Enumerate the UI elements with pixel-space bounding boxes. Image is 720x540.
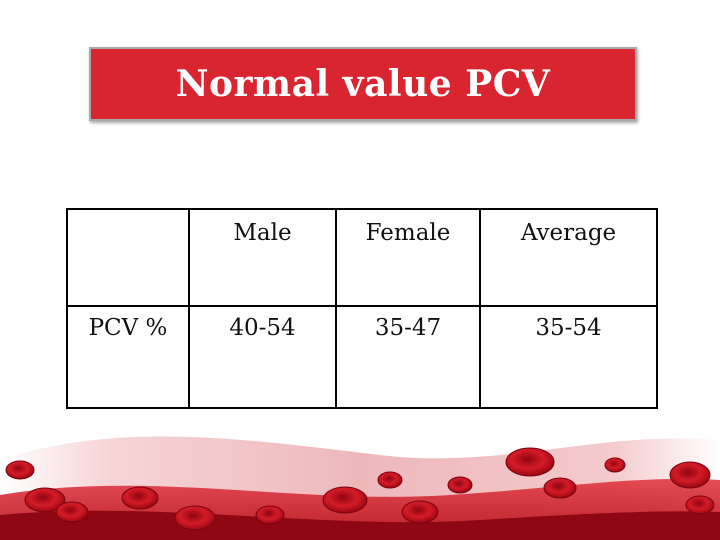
table-row-label: PCV %	[66, 305, 190, 409]
table-header-cell-male: Male	[188, 208, 337, 307]
slide-title: Normal value PCV	[175, 63, 551, 105]
blood-cells-decoration	[0, 436, 720, 540]
table-header-row: Male Female Average	[66, 208, 658, 307]
table-cell-female: 35-47	[335, 305, 481, 409]
table-cell-male: 40-54	[188, 305, 337, 409]
blood-cell-group	[5, 447, 715, 531]
table-header-cell-empty	[66, 208, 190, 307]
title-banner: Normal value PCV	[89, 47, 637, 121]
table-row: PCV % 40-54 35-47 35-54	[66, 305, 658, 409]
pcv-table: Male Female Average PCV % 40-54 35-47 35…	[66, 208, 658, 409]
table-cell-average: 35-54	[479, 305, 658, 409]
table-header-cell-average: Average	[479, 208, 658, 307]
table-header-cell-female: Female	[335, 208, 481, 307]
